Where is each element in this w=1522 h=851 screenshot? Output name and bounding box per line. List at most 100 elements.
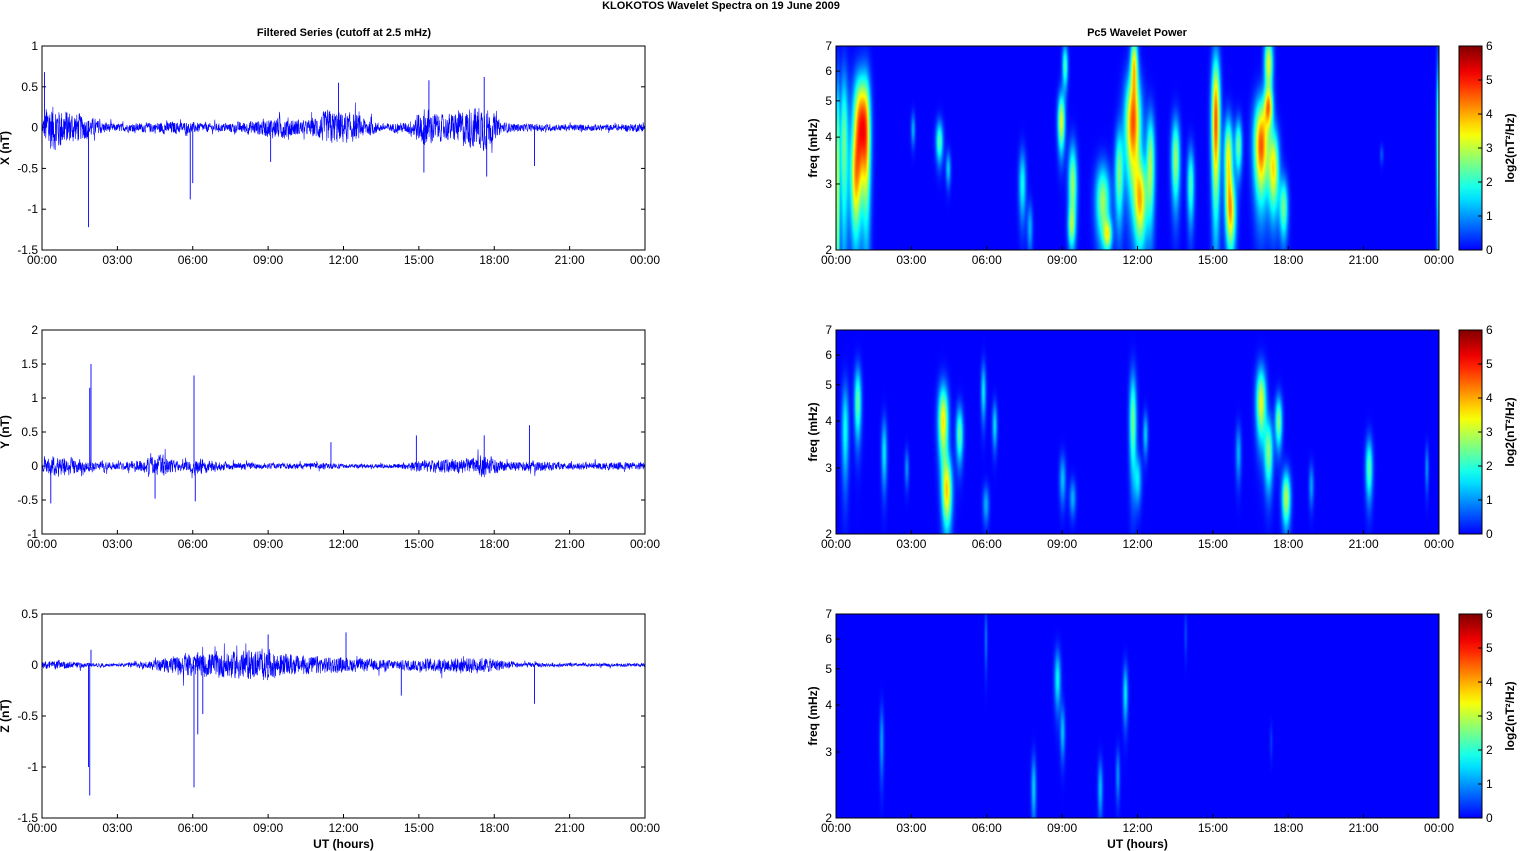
series-line-Z <box>41 643 646 686</box>
wavelet-heatmap-Z <box>836 614 1439 818</box>
colorbar-tick-label: 3 <box>1486 425 1493 439</box>
y-tick-label: 0.5 <box>21 607 38 621</box>
x-tick-label-Y: 00:00 <box>27 537 57 551</box>
wavelet-heatmap-X <box>836 46 1439 250</box>
y-axis-label: X (nT) <box>0 131 12 165</box>
y-tick-label: 0.5 <box>21 80 38 94</box>
wavelet-panel-Y: 2 3 4 5 6 7 00:00 03:00 06:00 09:00 12:00 15:00 18:0… <box>806 323 1517 551</box>
x-tick-label-X: 18:00 <box>1273 253 1303 267</box>
colorbar-label: log2(nT²/Hz) <box>1503 681 1517 750</box>
y-axis-label: freq (mHz) <box>806 402 820 461</box>
y-tick-label: 5 <box>825 662 832 676</box>
x-tick-label-Z: 12:00 <box>328 821 358 835</box>
wavelet-panel-Z: 2 3 4 5 6 7 00:00 03:00 06:00 09:00 12:00 15:00 18:0… <box>806 607 1517 851</box>
x-tick-label-Y: 15:00 <box>404 537 434 551</box>
x-tick-label-Y: 09:00 <box>1047 537 1077 551</box>
series-panel-X: -1.5 -1 -0.5 0 0.5 1 00:00 03:00 06:00 09:00 12:00… <box>0 39 660 267</box>
x-tick-label-Y: 06:00 <box>972 537 1002 551</box>
y-axis-label: freq (mHz) <box>806 118 820 177</box>
left-column-title: Filtered Series (cutoff at 2.5 mHz) <box>257 27 432 39</box>
colorbar-tick-label: 2 <box>1486 175 1493 189</box>
x-tick-label-Y: 00:00 <box>630 537 660 551</box>
y-tick-label: -0.5 <box>17 709 38 723</box>
x-tick-label-Y: 15:00 <box>1198 537 1228 551</box>
colorbar-label: log2(nT²/Hz) <box>1503 397 1517 466</box>
y-tick-label: 7 <box>825 607 832 621</box>
x-tick-label-X: 18:00 <box>479 253 509 267</box>
x-tick-label-Y: 21:00 <box>555 537 585 551</box>
colorbar-tick-label: 6 <box>1486 607 1493 621</box>
x-tick-label-X: 06:00 <box>972 253 1002 267</box>
x-tick-label-Y: 03:00 <box>896 537 926 551</box>
x-tick-label-Z: 21:00 <box>1349 821 1379 835</box>
x-tick-label-X: 09:00 <box>253 253 283 267</box>
y-tick-label: -1.5 <box>17 811 38 825</box>
y-tick-label: -1 <box>27 202 38 216</box>
y-tick-label: 0.5 <box>21 425 38 439</box>
colorbar-tick-label: 1 <box>1486 777 1493 791</box>
y-tick-label: 4 <box>825 414 832 428</box>
colorbar-tick-label: 6 <box>1486 39 1493 53</box>
plot-area-Z <box>42 614 645 818</box>
wavelet-heatmap-Y <box>836 330 1439 534</box>
x-tick-label-Z: 00:00 <box>1424 821 1454 835</box>
y-tick-label: 7 <box>825 323 832 337</box>
y-axis-label: Z (nT) <box>0 699 12 732</box>
y-tick-label: 1 <box>31 391 38 405</box>
x-tick-label-X: 21:00 <box>1349 253 1379 267</box>
colorbar-tick-label: 2 <box>1486 743 1493 757</box>
y-tick-label: 0 <box>31 658 38 672</box>
x-tick-label-Y: 00:00 <box>1424 537 1454 551</box>
x-tick-label-Z: 06:00 <box>972 821 1002 835</box>
colorbar-tick-label: 5 <box>1486 73 1493 87</box>
y-tick-label: -1.5 <box>17 243 38 257</box>
x-tick-label-Y: 03:00 <box>102 537 132 551</box>
y-tick-label: 4 <box>825 130 832 144</box>
x-tick-label-Z: 18:00 <box>479 821 509 835</box>
right-column-title: Pc5 Wavelet Power <box>1087 27 1188 39</box>
x-tick-label-Z: 00:00 <box>630 821 660 835</box>
x-tick-label-Y: 12:00 <box>1122 537 1152 551</box>
x-tick-label-Z: 03:00 <box>102 821 132 835</box>
y-tick-label: -0.5 <box>17 161 38 175</box>
x-axis-label: UT (hours) <box>1107 837 1168 851</box>
y-tick-label: 7 <box>825 39 832 53</box>
y-tick-label: 6 <box>825 348 832 362</box>
y-tick-label: 1 <box>31 39 38 53</box>
y-tick-label: 3 <box>825 745 832 759</box>
series-panel-Z: -1.5 -1 -0.5 0 0.5 00:00 03:00 06:00 09:00 12:00 1… <box>0 607 660 851</box>
x-tick-label-Z: 06:00 <box>178 821 208 835</box>
x-tick-label-X: 00:00 <box>821 253 851 267</box>
x-tick-label-X: 15:00 <box>404 253 434 267</box>
y-tick-label: 1.5 <box>21 357 38 371</box>
x-tick-label-X: 00:00 <box>1424 253 1454 267</box>
plots-area: -1.5 -1 -0.5 0 0.5 1 00:00 03:00 06:00 09:00 12:00… <box>0 39 1517 851</box>
x-tick-label-Z: 09:00 <box>1047 821 1077 835</box>
x-tick-label-X: 03:00 <box>102 253 132 267</box>
x-tick-label-Z: 12:00 <box>1122 821 1152 835</box>
y-tick-label: -0.5 <box>17 493 38 507</box>
y-tick-label: 6 <box>825 632 832 646</box>
x-axis-label: UT (hours) <box>313 837 374 851</box>
y-tick-label: 4 <box>825 698 832 712</box>
x-tick-label-X: 03:00 <box>896 253 926 267</box>
series-panel-Y: -1 -0.5 0 0.5 1 1.5 2 00:00 03:00 06:00 09:00 12:00… <box>0 323 660 551</box>
colorbar-tick-label: 4 <box>1486 675 1493 689</box>
y-tick-label: 0 <box>31 459 38 473</box>
colorbar-tick-label: 2 <box>1486 459 1493 473</box>
colorbar-tick-label: 5 <box>1486 357 1493 371</box>
x-tick-label-Z: 15:00 <box>1198 821 1228 835</box>
colorbar-label: log2(nT²/Hz) <box>1503 113 1517 182</box>
x-tick-label-X: 00:00 <box>630 253 660 267</box>
x-tick-label-X: 09:00 <box>1047 253 1077 267</box>
y-tick-label: 2 <box>31 323 38 337</box>
series-line-Y <box>41 448 646 479</box>
x-tick-label-X: 00:00 <box>27 253 57 267</box>
y-tick-label: 2 <box>825 811 832 825</box>
x-tick-label-Y: 12:00 <box>328 537 358 551</box>
colorbar-tick-label: 0 <box>1486 527 1493 541</box>
x-tick-label-Y: 00:00 <box>821 537 851 551</box>
x-tick-label-Y: 09:00 <box>253 537 283 551</box>
x-tick-label-X: 12:00 <box>1122 253 1152 267</box>
